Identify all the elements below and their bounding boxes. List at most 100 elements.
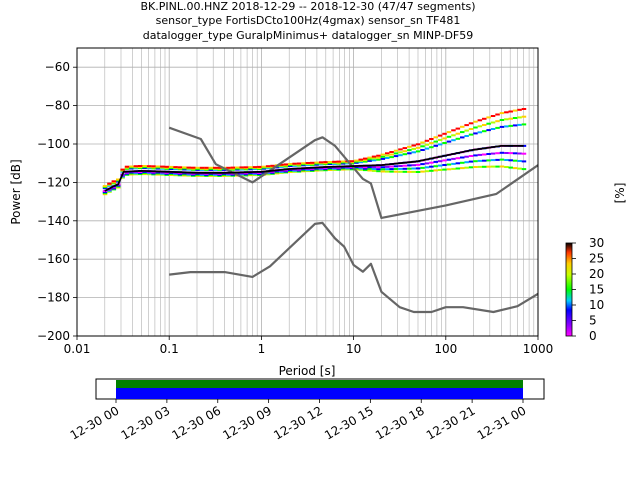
psd-cell <box>499 151 505 154</box>
psd-cell <box>460 125 465 128</box>
psd-cell <box>433 140 438 143</box>
psd-cell <box>146 167 152 170</box>
psd-cell <box>354 168 359 171</box>
psd-cell <box>402 164 408 167</box>
psd-cell <box>363 160 368 163</box>
timeline-tick-label: 12-31 00 <box>475 403 529 442</box>
psd-cell <box>517 108 522 111</box>
psd-cell <box>411 164 416 167</box>
psd-cell <box>296 170 302 173</box>
psd-cell <box>235 166 240 169</box>
psd-cell <box>380 153 386 156</box>
psd-cell <box>274 170 280 173</box>
colorbar-tick-label: 25 <box>589 252 604 266</box>
psd-cell <box>385 154 390 157</box>
psd-cell <box>252 172 258 175</box>
psd-cell <box>504 125 509 128</box>
psd-cell <box>279 163 284 166</box>
psd-cell <box>195 167 200 170</box>
psd-cell <box>508 124 513 127</box>
psd-cell <box>248 172 253 175</box>
psd-cell <box>424 139 430 142</box>
psd-cell <box>486 165 491 168</box>
psd-cell <box>380 170 386 173</box>
psd-cell <box>385 157 390 159</box>
psd-cell <box>380 168 386 171</box>
psd-cell <box>376 168 381 171</box>
psd-cell <box>429 165 434 168</box>
psd-cell <box>230 167 236 170</box>
psd-cell <box>473 126 478 129</box>
psd-cell <box>385 170 390 173</box>
psd-cell <box>415 146 421 149</box>
psd-cell <box>402 147 408 150</box>
psd-cell <box>473 132 478 135</box>
chart-title-line-2: sensor_type FortisDCto100Hz(4gmax) senso… <box>156 14 461 27</box>
psd-cell <box>142 172 147 175</box>
psd-cell <box>442 164 447 166</box>
psd-cell <box>288 169 293 171</box>
psd-cell <box>102 185 108 188</box>
psd-cell <box>429 169 434 172</box>
psd-cell <box>486 122 491 125</box>
psd-cell <box>521 160 527 163</box>
psd-cell <box>420 141 425 144</box>
psd-cell <box>283 163 289 166</box>
psd-cell <box>160 172 165 175</box>
psd-cell <box>482 159 487 162</box>
psd-cell <box>499 112 505 115</box>
psd-cell <box>208 167 214 170</box>
psd-cell <box>490 159 496 162</box>
y-tick-label: −200 <box>37 329 70 343</box>
psd-cell <box>168 167 174 169</box>
psd-cell <box>482 124 487 126</box>
psd-cell <box>371 169 377 172</box>
x-tick-label: 1 <box>258 342 266 356</box>
psd-cell <box>217 173 222 176</box>
series-line-1 <box>169 221 538 314</box>
psd-cell <box>402 153 408 156</box>
psd-cell <box>482 117 487 120</box>
psd-cell <box>407 145 412 148</box>
psd-cell <box>437 134 443 137</box>
psd-cell <box>283 169 289 172</box>
psd-cell <box>314 167 319 170</box>
psd-cell <box>354 161 359 164</box>
psd-cell <box>204 167 209 170</box>
psd-cell <box>464 161 469 164</box>
psd-cell <box>499 119 505 121</box>
psd-cell <box>477 125 483 128</box>
psd-cell <box>133 165 139 168</box>
colorbar-tick-label: 5 <box>589 314 597 328</box>
psd-cell <box>486 129 491 132</box>
psd-cell <box>186 173 191 176</box>
psd-cell <box>455 157 461 160</box>
psd-cell <box>204 173 209 176</box>
psd-cell <box>151 166 156 169</box>
psd-cell <box>279 170 284 173</box>
psd-cell <box>243 174 249 177</box>
plot-background <box>77 48 538 336</box>
psd-cell <box>376 170 381 173</box>
psd-cell <box>332 162 337 165</box>
psd-cell <box>433 160 438 163</box>
psd-cell <box>486 159 491 162</box>
psd-cell <box>367 156 372 159</box>
x-tick-label: 100 <box>434 342 457 356</box>
psd-cell <box>129 171 134 174</box>
psd-cell <box>433 169 438 172</box>
colorbar-tick-label: 0 <box>589 329 597 343</box>
psd-cell <box>120 169 125 172</box>
psd-cell <box>371 166 377 169</box>
psd-cell <box>437 139 443 141</box>
psd-cell <box>398 167 403 170</box>
psd-cell <box>155 171 161 174</box>
psd-cell <box>305 169 311 172</box>
psd-cell <box>292 163 297 166</box>
psd-cell <box>398 148 403 151</box>
psd-cell <box>517 116 522 119</box>
psd-cell <box>451 157 456 160</box>
y-tick-label: −100 <box>37 137 70 151</box>
psd-cell <box>133 166 139 169</box>
psd-cell <box>380 155 386 158</box>
